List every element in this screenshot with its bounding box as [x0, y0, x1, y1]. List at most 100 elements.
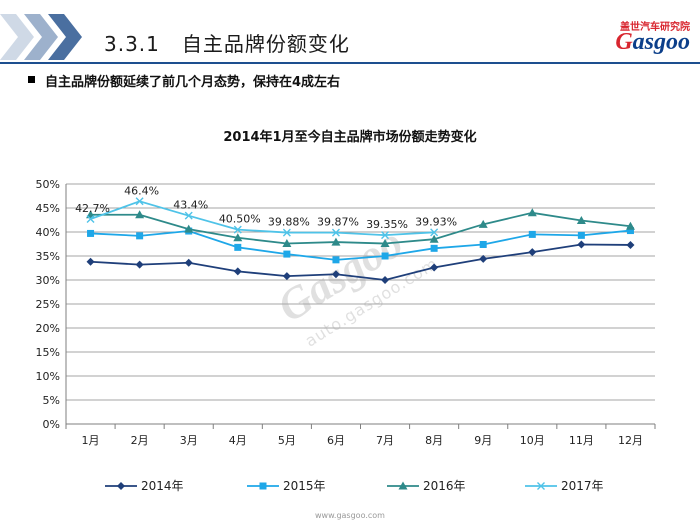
data-point — [479, 240, 487, 248]
bullet-text: 自主品牌份额延续了前几个月态势，保持在4成左右 — [45, 75, 341, 90]
data-point — [184, 258, 193, 267]
data-point — [430, 263, 439, 272]
data-label: 39.87% — [317, 216, 359, 229]
chart-legend: 2014年 2015年 2016年 2017年 — [0, 477, 700, 497]
data-point — [430, 228, 439, 237]
bullet-point: 自主品牌份额延续了前几个月态势，保持在4成左右 — [28, 71, 340, 90]
data-point — [233, 233, 243, 242]
data-point — [234, 243, 242, 251]
x-tick-label: 3月 — [180, 434, 198, 447]
data-point — [135, 210, 145, 219]
data-point — [527, 208, 537, 217]
data-point — [233, 267, 242, 276]
data-point — [87, 229, 95, 237]
x-tick-label: 2月 — [131, 434, 149, 447]
section-title-text: 自主品牌份额变化 — [181, 32, 350, 56]
x-tick-label: 12月 — [618, 434, 643, 447]
x-tick-label: 6月 — [327, 434, 345, 447]
x-tick-label: 11月 — [569, 434, 594, 447]
y-tick-label: 35% — [36, 250, 60, 263]
y-tick-label: 10% — [36, 370, 60, 383]
legend-label: 2017年 — [561, 479, 604, 493]
bullet-square-icon — [28, 76, 35, 83]
header-band — [0, 0, 700, 62]
data-point — [577, 240, 586, 249]
data-point — [233, 225, 242, 234]
data-label: 39.93% — [415, 215, 457, 228]
data-point — [331, 270, 340, 279]
data-point — [282, 239, 292, 248]
data-point — [478, 219, 488, 228]
data-point — [86, 257, 95, 266]
legend-item: 2017年 — [524, 477, 604, 495]
legend-marker-icon — [247, 482, 279, 489]
gasgoo-logo: 盖世汽车研究院 Gasgoo — [578, 18, 690, 58]
x-tick-label: 5月 — [278, 434, 296, 447]
series-line-2017年 — [90, 200, 435, 237]
data-point — [625, 221, 635, 230]
series-line-2014年 — [90, 243, 631, 281]
x-tick-label: 1月 — [82, 434, 100, 447]
legend-item: 2015年 — [246, 477, 326, 495]
line-chart: 0% 5% 10% 15% 20% 25% 30% 35% 40% 45% 50% 1月 2月 3月 4月 5… — [36, 178, 656, 447]
series-line-2015年 — [90, 229, 631, 261]
data-point — [528, 248, 537, 257]
data-point — [332, 256, 340, 264]
data-point — [429, 234, 439, 243]
y-tick-label: 30% — [36, 274, 60, 287]
y-tick-label: 0% — [43, 418, 60, 431]
data-point — [282, 272, 291, 281]
data-point — [381, 276, 390, 284]
series-line-2016年 — [90, 211, 631, 245]
y-tick-label: 45% — [36, 202, 60, 215]
data-point — [331, 237, 341, 246]
data-label: 40.50% — [219, 213, 261, 226]
footer-url: www.gasgoo.com — [315, 511, 385, 520]
legend-item: 2016年 — [386, 477, 466, 495]
data-point — [184, 211, 193, 220]
data-point — [528, 230, 536, 238]
data-point — [381, 231, 390, 240]
data-label: 43.4% — [173, 199, 208, 212]
y-tick-label: 25% — [36, 298, 60, 311]
legend-marker-icon — [387, 481, 419, 489]
data-point — [380, 239, 390, 248]
y-tick-label: 50% — [36, 178, 60, 191]
section-number: 3.3.1 — [104, 32, 160, 56]
x-tick-label: 7月 — [376, 434, 394, 447]
data-label: 39.88% — [268, 216, 310, 229]
chevron-decoration-icon — [0, 14, 82, 60]
logo-en-text: Gasgoo — [615, 29, 690, 55]
data-point — [576, 215, 586, 224]
data-point — [282, 228, 291, 237]
x-tick-label: 10月 — [520, 434, 545, 447]
y-tick-label: 5% — [43, 394, 60, 407]
data-point — [577, 231, 585, 239]
data-point — [283, 250, 291, 258]
chart-title: 2014年1月至今自主品牌市场份额走势变化 — [223, 130, 477, 145]
data-point — [135, 260, 144, 269]
data-point — [430, 244, 438, 252]
data-point — [135, 197, 144, 206]
data-point — [331, 228, 340, 237]
page-title: 3.3.1 自主品牌份额变化 — [104, 28, 350, 57]
legend-label: 2016年 — [423, 479, 466, 493]
x-tick-label: 8月 — [425, 434, 443, 447]
data-point — [381, 252, 389, 260]
data-point — [136, 232, 144, 240]
data-label: 42.7% — [75, 202, 110, 215]
header-divider — [0, 62, 700, 64]
x-tick-label: 4月 — [229, 434, 247, 447]
data-label: 46.4% — [124, 184, 159, 197]
legend-marker-icon — [105, 481, 137, 490]
data-label: 39.35% — [366, 218, 408, 231]
legend-label: 2015年 — [283, 479, 326, 493]
data-point — [626, 227, 634, 235]
y-tick-label: 20% — [36, 322, 60, 335]
y-tick-label: 40% — [36, 226, 60, 239]
data-point — [626, 240, 635, 249]
legend-item: 2014年 — [104, 477, 184, 495]
legend-label: 2014年 — [141, 479, 184, 493]
legend-marker-icon — [525, 481, 557, 490]
data-point — [479, 254, 488, 263]
